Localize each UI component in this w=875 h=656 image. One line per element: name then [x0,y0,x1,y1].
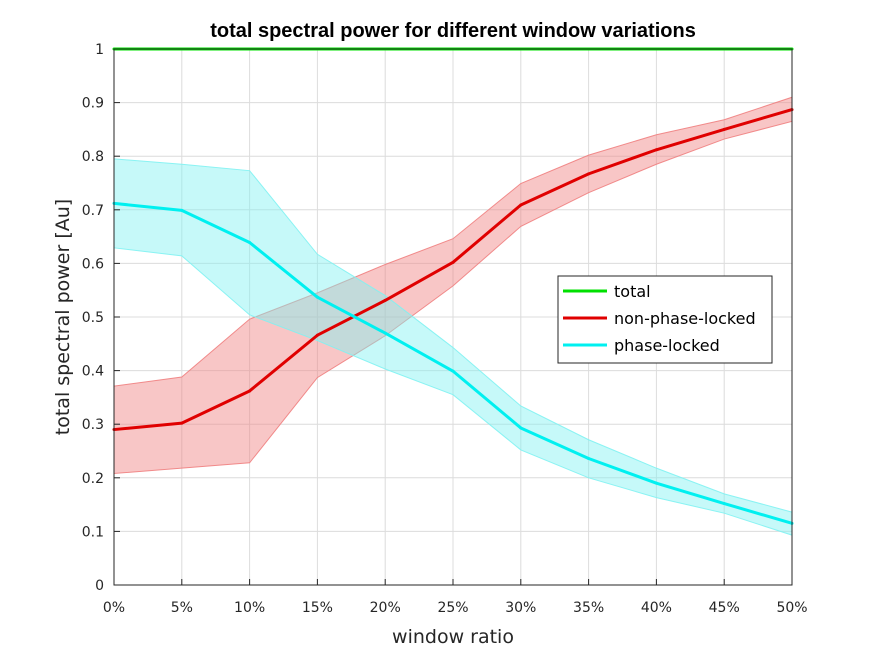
x-tick-label: 10% [234,600,265,616]
phase-locked-point [587,457,591,461]
non-phase-locked-point [722,127,726,131]
y-tick-label: 0 [95,578,104,594]
x-tick-label: 20% [370,600,401,616]
x-tick-label: 5% [171,600,193,616]
non-phase-locked-point [451,260,455,264]
x-tick-label: 30% [505,600,536,616]
y-axis-ticks: 0 0.1 0.2 0.3 0.4 0.5 0.6 0.7 0.8 0.9 1 [82,42,120,594]
y-tick-label: 0.8 [82,149,104,165]
x-tick-label: 35% [573,600,604,616]
y-tick-label: 0.9 [82,96,104,112]
x-axis-label: window ratio [392,626,514,648]
phase-locked-point [654,481,658,485]
non-phase-locked-point [383,298,387,302]
phase-locked-point [180,208,184,212]
y-axis-label: total spectral power [Au] [52,199,74,435]
non-phase-locked-point [248,389,252,393]
non-phase-locked-point [519,203,523,207]
phase-locked-point [315,295,319,299]
phase-locked-point [722,502,726,506]
chart-title: total spectral power for different windo… [210,20,696,42]
phase-locked-point [383,331,387,335]
phase-locked-point [451,369,455,373]
x-tick-label: 45% [709,600,740,616]
legend: total non-phase-locked phase-locked [557,275,773,364]
x-tick-label: 0% [103,600,125,616]
x-tick-label: 25% [437,600,468,616]
x-tick-label: 50% [776,600,807,616]
x-axis-ticks: 0% 5% 10% 15% 20% 25% 30% 35% 40% 45% 50% [103,579,808,616]
y-tick-label: 1 [95,42,104,58]
legend-label-phase-locked: phase-locked [614,336,720,355]
y-tick-label: 0.1 [82,524,104,540]
y-tick-label: 0.4 [82,364,104,380]
non-phase-locked-point [180,421,184,425]
x-tick-label: 40% [641,600,672,616]
x-tick-label: 15% [302,600,333,616]
legend-label-non-phase-locked: non-phase-locked [614,309,756,328]
y-tick-label: 0.3 [82,417,104,433]
y-tick-label: 0.5 [82,310,104,326]
non-phase-locked-point [654,148,658,152]
phase-locked-point [519,426,523,430]
phase-locked-point [248,240,252,244]
non-phase-locked-point [587,172,591,176]
legend-label-total: total [614,282,651,301]
non-phase-locked-point [315,333,319,337]
y-tick-label: 0.2 [82,471,104,487]
y-tick-label: 0.7 [82,203,104,219]
y-tick-label: 0.6 [82,256,104,272]
